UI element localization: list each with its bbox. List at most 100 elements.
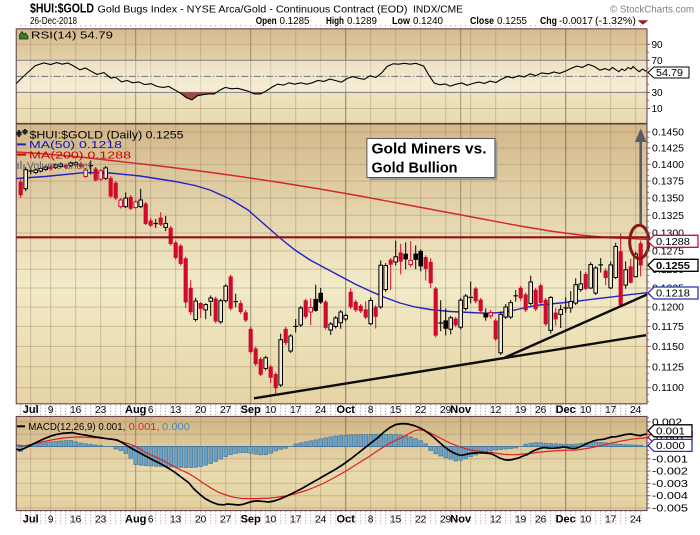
svg-text:Nov: Nov	[450, 514, 472, 526]
svg-text:0.1240: 0.1240	[413, 15, 443, 27]
svg-text:24: 24	[630, 515, 642, 526]
svg-text:0.1285: 0.1285	[280, 15, 310, 27]
svg-text:0.1400: 0.1400	[652, 160, 684, 171]
svg-text:0.1255: 0.1255	[656, 261, 690, 272]
svg-text:Nov: Nov	[450, 404, 472, 416]
svg-text:MA(50) 0.1218: MA(50) 0.1218	[29, 140, 123, 151]
svg-text:10: 10	[580, 515, 592, 526]
svg-text:54.79: 54.79	[656, 68, 683, 79]
svg-text:23: 23	[95, 405, 107, 416]
svg-text:29: 29	[440, 515, 452, 526]
svg-text:RSI(14) 54.79: RSI(14) 54.79	[31, 30, 113, 42]
svg-text:13: 13	[170, 405, 182, 416]
svg-text:Close: Close	[470, 15, 494, 27]
svg-text:Gold Miners vs.: Gold Miners vs.	[372, 142, 487, 158]
svg-text:0.1375: 0.1375	[652, 177, 684, 188]
svg-text:0.1175: 0.1175	[652, 322, 684, 333]
svg-text:0.1275: 0.1275	[652, 246, 684, 257]
svg-text:Open: Open	[256, 15, 277, 27]
svg-text:-0.004: -0.004	[652, 491, 689, 502]
svg-text:MACD(12,26,9) 0.001,: MACD(12,26,9) 0.001,	[28, 422, 125, 433]
svg-text:26: 26	[535, 405, 547, 416]
svg-text:$HUI:$GOLD: $HUI:$GOLD	[30, 1, 94, 16]
svg-text:0.1350: 0.1350	[652, 194, 684, 205]
svg-text:17: 17	[290, 405, 302, 416]
svg-text:Low: Low	[392, 15, 411, 27]
svg-text:-0.003: -0.003	[652, 479, 689, 490]
svg-text:0.1150: 0.1150	[652, 342, 684, 353]
svg-text:0.000: 0.000	[162, 422, 190, 433]
svg-text:Dec: Dec	[556, 404, 576, 416]
svg-text:12: 12	[490, 515, 502, 526]
svg-text:Jul: Jul	[23, 404, 39, 416]
svg-text:22: 22	[415, 515, 427, 526]
svg-text:10: 10	[580, 405, 592, 416]
svg-text:0.1289: 0.1289	[347, 15, 377, 27]
svg-text:$HUI:$GOLD (Daily) 0.1255: $HUI:$GOLD (Daily) 0.1255	[30, 130, 184, 142]
svg-text:27: 27	[220, 405, 232, 416]
svg-text:20: 20	[195, 515, 207, 526]
svg-text:23: 23	[95, 515, 107, 526]
svg-text:10: 10	[265, 515, 277, 526]
svg-text:26: 26	[535, 515, 547, 526]
svg-text:© StockCharts.com: © StockCharts.com	[610, 5, 694, 16]
svg-text:30: 30	[652, 88, 664, 99]
svg-text:6: 6	[148, 515, 154, 526]
svg-text:24: 24	[630, 405, 642, 416]
svg-text:0.1450: 0.1450	[652, 127, 684, 138]
svg-text:Sep: Sep	[241, 404, 261, 416]
svg-text:0.002: 0.002	[652, 417, 683, 428]
svg-text:70: 70	[652, 56, 664, 67]
svg-text:Sep: Sep	[241, 514, 261, 526]
svg-text:17: 17	[605, 405, 617, 416]
svg-text:High: High	[326, 15, 344, 27]
svg-text:19: 19	[515, 405, 527, 416]
svg-text:6: 6	[148, 405, 154, 416]
svg-text:90: 90	[652, 40, 664, 51]
svg-text:24: 24	[315, 405, 327, 416]
svg-text:22: 22	[415, 405, 427, 416]
svg-text:0.1200: 0.1200	[652, 303, 684, 314]
svg-text:8: 8	[368, 405, 374, 416]
svg-text:Oct: Oct	[337, 514, 356, 526]
svg-text:0.001,: 0.001,	[129, 422, 160, 433]
svg-text:MA(200) 0.1288: MA(200) 0.1288	[29, 150, 132, 161]
svg-text:24: 24	[315, 515, 327, 526]
svg-text:9: 9	[48, 515, 54, 526]
svg-text:8: 8	[368, 515, 374, 526]
svg-text:-0.0017: -0.0017	[559, 15, 593, 27]
svg-text:0.1300: 0.1300	[652, 229, 684, 240]
svg-text:0.1255: 0.1255	[497, 15, 527, 27]
svg-text:10: 10	[652, 104, 664, 115]
svg-text:16: 16	[70, 515, 82, 526]
svg-text:15: 15	[390, 515, 402, 526]
svg-text:19: 19	[515, 515, 527, 526]
svg-text:16: 16	[70, 405, 82, 416]
svg-text:29: 29	[440, 405, 452, 416]
svg-text:10: 10	[265, 405, 277, 416]
svg-text:0.1125: 0.1125	[652, 362, 684, 373]
svg-text:0.001: 0.001	[656, 426, 686, 437]
svg-text:Aug: Aug	[125, 404, 146, 416]
svg-text:0.1325: 0.1325	[652, 211, 684, 222]
svg-text:Gold Bullion: Gold Bullion	[372, 161, 458, 177]
svg-text:17: 17	[290, 515, 302, 526]
svg-text:-0.005: -0.005	[652, 504, 689, 515]
svg-text:Jul: Jul	[23, 514, 39, 526]
svg-text:9: 9	[48, 405, 54, 416]
svg-text:0.001: 0.001	[656, 433, 686, 444]
svg-text:0.1288: 0.1288	[656, 237, 690, 248]
svg-text:17: 17	[605, 515, 617, 526]
svg-text:(-1.32%): (-1.32%)	[595, 15, 636, 27]
svg-text:Chg: Chg	[540, 15, 557, 27]
svg-text:0.1425: 0.1425	[652, 144, 684, 155]
svg-text:Volume undef: Volume undef	[27, 161, 91, 172]
svg-text:0.1100: 0.1100	[652, 383, 684, 394]
svg-text:Dec: Dec	[556, 514, 576, 526]
svg-text:-0.002: -0.002	[652, 467, 689, 478]
svg-text:26-Dec-2018: 26-Dec-2018	[30, 16, 77, 27]
svg-text:0.1218: 0.1218	[656, 289, 690, 300]
svg-text:Oct: Oct	[337, 404, 356, 416]
svg-text:15: 15	[390, 405, 402, 416]
svg-text:0.000: 0.000	[656, 441, 686, 452]
